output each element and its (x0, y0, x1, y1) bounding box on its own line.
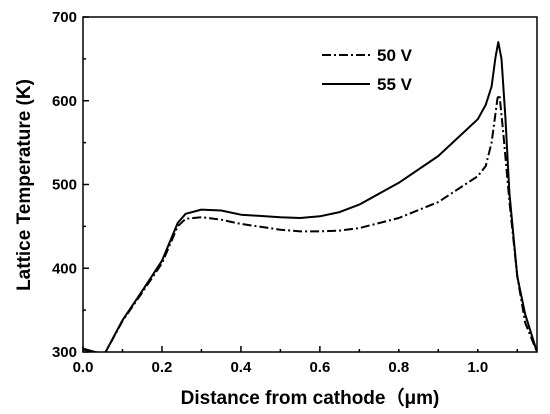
y-tick-label: 700 (52, 9, 77, 26)
legend-label-50v: 50 V (377, 46, 413, 65)
series-line-50v (83, 93, 537, 352)
legend: 50 V 55 V (313, 40, 427, 96)
x-axis-label: Distance from cathode（μm) (181, 386, 440, 409)
x-tick-labels: 0.0 0.2 0.4 0.6 0.8 1.0 (73, 359, 489, 376)
x-tick-label: 0.8 (388, 359, 409, 376)
y-tick-label: 400 (52, 260, 77, 277)
y-tick-labels: 300 400 500 600 700 (52, 9, 77, 361)
x-tick-label: 0.6 (309, 359, 330, 376)
series-layer (83, 41, 537, 352)
x-tick-label: 0.4 (230, 359, 252, 376)
legend-label-55v: 55 V (377, 75, 413, 94)
x-tick-label: 0.0 (73, 359, 94, 376)
ticks-layer (82, 16, 519, 353)
series-line-55v (83, 41, 537, 352)
y-tick-label: 600 (52, 93, 77, 110)
x-tick-label: 1.0 (467, 359, 488, 376)
plot-frame (82, 16, 538, 353)
legend-box (313, 40, 427, 96)
y-tick-label: 300 (52, 344, 77, 361)
y-tick-label: 500 (52, 177, 77, 194)
y-axis-label: Lattice Temperature (K) (14, 79, 35, 291)
x-tick-label: 0.2 (152, 359, 173, 376)
